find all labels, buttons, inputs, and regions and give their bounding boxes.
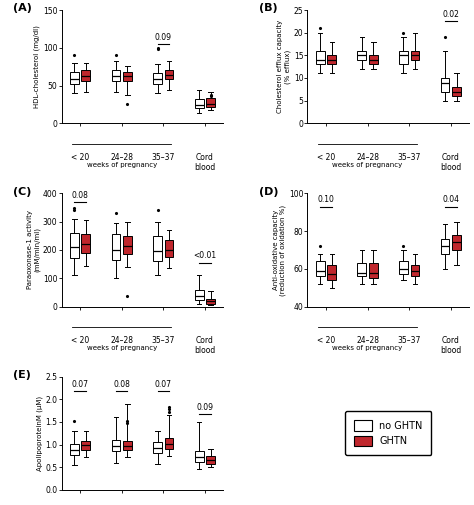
- PathPatch shape: [399, 261, 408, 275]
- Text: 0.08: 0.08: [72, 190, 89, 199]
- Text: weeks of pregnancy: weeks of pregnancy: [332, 345, 403, 351]
- Y-axis label: Paraoxonase-1 activity
(mM/min/ml): Paraoxonase-1 activity (mM/min/ml): [27, 211, 40, 289]
- Text: 35–37: 35–37: [152, 336, 175, 345]
- Text: < 20: < 20: [317, 153, 335, 162]
- Text: Cord
blood: Cord blood: [194, 336, 216, 356]
- PathPatch shape: [70, 444, 79, 454]
- Y-axis label: Cholesterol efflux capacity
(% efflux): Cholesterol efflux capacity (% efflux): [277, 20, 291, 113]
- Text: (C): (C): [13, 187, 31, 196]
- PathPatch shape: [452, 235, 461, 250]
- Text: < 20: < 20: [317, 336, 335, 345]
- PathPatch shape: [357, 263, 366, 276]
- PathPatch shape: [452, 87, 461, 96]
- Text: 0.07: 0.07: [72, 380, 89, 389]
- PathPatch shape: [328, 265, 336, 280]
- PathPatch shape: [82, 441, 90, 450]
- Text: < 20: < 20: [71, 153, 89, 162]
- PathPatch shape: [123, 236, 132, 254]
- PathPatch shape: [369, 56, 378, 65]
- PathPatch shape: [441, 239, 449, 254]
- Text: weeks of pregnancy: weeks of pregnancy: [87, 162, 157, 168]
- Text: (E): (E): [13, 370, 31, 380]
- PathPatch shape: [70, 233, 79, 259]
- PathPatch shape: [410, 265, 419, 276]
- PathPatch shape: [153, 73, 162, 84]
- Text: 35–37: 35–37: [152, 153, 175, 162]
- PathPatch shape: [82, 234, 90, 253]
- PathPatch shape: [111, 440, 120, 451]
- PathPatch shape: [195, 451, 203, 462]
- Text: 24–28: 24–28: [110, 153, 133, 162]
- Text: (D): (D): [259, 187, 278, 196]
- PathPatch shape: [195, 99, 203, 108]
- Text: 0.10: 0.10: [318, 195, 335, 205]
- PathPatch shape: [206, 97, 215, 107]
- Text: (B): (B): [259, 4, 278, 13]
- PathPatch shape: [206, 298, 215, 304]
- PathPatch shape: [357, 51, 366, 60]
- Text: Cord
blood: Cord blood: [440, 336, 461, 356]
- Text: 0.09: 0.09: [196, 402, 213, 412]
- PathPatch shape: [316, 51, 325, 65]
- Text: 0.07: 0.07: [155, 380, 172, 389]
- Text: < 20: < 20: [71, 336, 89, 345]
- Y-axis label: Anti-oxidative capacity
(reduction of oxidation %): Anti-oxidative capacity (reduction of ox…: [273, 205, 286, 295]
- Text: 24–28: 24–28: [356, 153, 379, 162]
- PathPatch shape: [441, 78, 449, 91]
- PathPatch shape: [111, 234, 120, 260]
- PathPatch shape: [70, 72, 79, 84]
- Text: Cord
blood: Cord blood: [194, 153, 216, 172]
- Text: 35–37: 35–37: [398, 336, 421, 345]
- PathPatch shape: [328, 56, 336, 65]
- Y-axis label: ApolipoproteinM (μM): ApolipoproteinM (μM): [36, 396, 43, 471]
- Text: 24–28: 24–28: [356, 336, 379, 345]
- PathPatch shape: [123, 441, 132, 450]
- Text: 0.02: 0.02: [442, 10, 459, 19]
- Text: 24–28: 24–28: [110, 336, 133, 345]
- PathPatch shape: [206, 457, 215, 464]
- PathPatch shape: [123, 72, 132, 81]
- PathPatch shape: [195, 289, 203, 300]
- Y-axis label: HDL-cholesterol (mg/dl): HDL-cholesterol (mg/dl): [34, 25, 40, 108]
- Text: weeks of pregnancy: weeks of pregnancy: [332, 162, 403, 168]
- PathPatch shape: [164, 240, 173, 257]
- Text: 0.04: 0.04: [442, 195, 459, 205]
- Text: (A): (A): [13, 4, 32, 13]
- PathPatch shape: [153, 442, 162, 453]
- PathPatch shape: [316, 261, 325, 276]
- PathPatch shape: [164, 438, 173, 449]
- PathPatch shape: [111, 70, 120, 81]
- PathPatch shape: [82, 70, 90, 81]
- Text: 0.08: 0.08: [113, 380, 130, 389]
- Text: weeks of pregnancy: weeks of pregnancy: [87, 345, 157, 351]
- PathPatch shape: [410, 51, 419, 60]
- PathPatch shape: [164, 70, 173, 79]
- PathPatch shape: [369, 263, 378, 278]
- Text: Cord
blood: Cord blood: [440, 153, 461, 172]
- PathPatch shape: [399, 51, 408, 65]
- PathPatch shape: [153, 236, 162, 261]
- Text: 0.09: 0.09: [155, 33, 172, 42]
- Legend: no GHTN, GHTN: no GHTN, GHTN: [345, 412, 431, 455]
- Text: <0.01: <0.01: [193, 251, 217, 261]
- Text: 35–37: 35–37: [398, 153, 421, 162]
